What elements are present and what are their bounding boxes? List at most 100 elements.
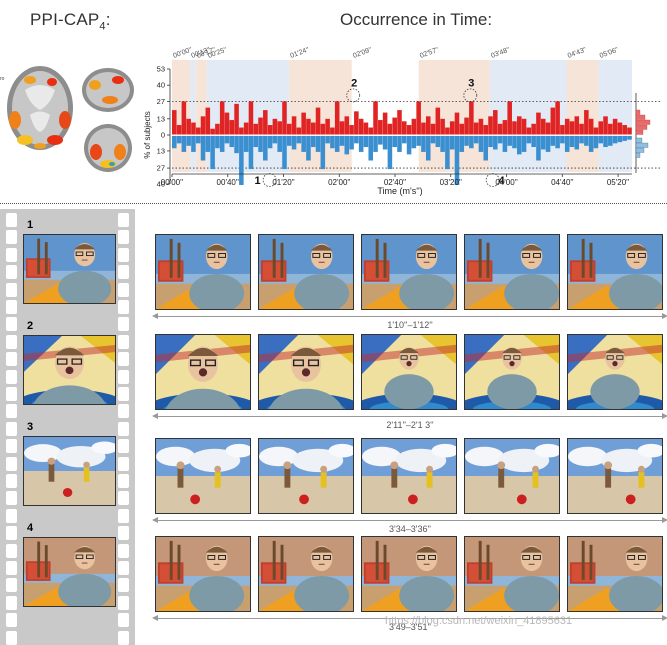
top-time-label: 03'48'' — [490, 47, 511, 60]
negative-bar — [502, 136, 508, 152]
key-frame-thumbnail — [23, 436, 116, 506]
positive-bar — [555, 101, 560, 135]
negative-bar — [301, 136, 306, 152]
watermark: https://blog.csdn.net/weixin_41895631 — [385, 615, 573, 627]
y-tick-label: 53 — [157, 65, 165, 74]
negative-bar — [277, 136, 282, 152]
negative-bar — [205, 136, 211, 152]
positive-bar — [358, 118, 364, 135]
x-tick-label: 03'20'' — [440, 178, 463, 187]
negative-bar — [330, 136, 335, 149]
video-frame-thumbnail — [361, 334, 457, 410]
positive-bar — [564, 118, 570, 135]
threshold-lines — [172, 100, 660, 169]
positive-bar — [172, 110, 177, 135]
negative-bar — [253, 136, 259, 148]
event-marker-label: 2 — [351, 77, 357, 89]
negative-bar — [243, 136, 249, 152]
video-frame-thumbnail — [567, 234, 663, 310]
negative-bar — [406, 136, 412, 155]
video-frame-thumbnail — [464, 536, 560, 612]
film-hole — [6, 404, 17, 419]
positive-bar — [291, 116, 297, 135]
histogram-bar — [635, 109, 641, 115]
positive-bar — [612, 118, 618, 135]
negative-bar — [507, 136, 512, 146]
film-hole — [118, 282, 129, 297]
positive-bar — [579, 123, 584, 135]
film-hole — [118, 352, 129, 367]
film-hole — [6, 317, 17, 332]
film-hole — [118, 404, 129, 419]
brain-small-label: ro — [0, 76, 5, 82]
positive-bar — [229, 120, 235, 135]
positive-bar — [430, 123, 436, 135]
film-hole — [6, 613, 17, 628]
histogram-bar — [635, 124, 648, 130]
negative-bar — [483, 136, 489, 161]
negative-bar — [564, 136, 570, 152]
film-hole — [118, 474, 129, 488]
time-segment — [190, 60, 196, 172]
film-hole — [6, 526, 17, 541]
x-axis-label: Time (m's'') — [377, 186, 422, 196]
negative-bar — [363, 136, 369, 148]
film-hole — [118, 613, 129, 628]
positive-bar — [531, 123, 536, 135]
time-segment — [289, 60, 352, 172]
film-hole — [118, 265, 129, 280]
x-axis: 00'00'' 00'40'' 01'20'' 02'00'' 02'40'' 03'20… — [161, 173, 632, 187]
negative-bar — [339, 136, 345, 146]
event-marker-circle — [485, 173, 500, 187]
positive-bar — [416, 101, 421, 135]
film-hole — [6, 439, 17, 454]
negative-bar — [593, 136, 599, 149]
key-frame-thumbnail — [23, 537, 116, 607]
video-frame-thumbnail — [361, 438, 457, 514]
positive-bar — [181, 101, 187, 135]
positive-bar — [330, 127, 335, 135]
negative-bar — [229, 136, 235, 148]
positive-bar — [517, 116, 522, 135]
time-range-label: 3'34–3'36'' — [389, 524, 431, 534]
positive-bar — [469, 101, 474, 135]
negative-bar — [387, 136, 393, 170]
negative-bar — [239, 136, 244, 185]
film-hole — [118, 508, 129, 523]
figure-title-left: PPI-CAP4: — [30, 10, 111, 33]
positive-bar — [239, 127, 244, 135]
arrow-right-icon — [662, 615, 667, 621]
film-hole — [118, 491, 129, 506]
positive-bar — [512, 121, 517, 135]
positive-bar — [210, 128, 215, 135]
positive-bar — [253, 123, 259, 135]
time-range-label: 2'11''–2'1 3'' — [386, 420, 434, 430]
film-hole — [6, 352, 17, 367]
negative-bar — [512, 136, 517, 149]
positive-bar — [200, 116, 206, 135]
negative-bar — [521, 136, 527, 152]
negative-bar — [258, 136, 263, 152]
negative-bar — [603, 136, 608, 148]
positive-bar — [603, 116, 608, 135]
x-tick-label: 04'00'' — [495, 178, 518, 187]
y-tick-label: 13 — [157, 114, 165, 123]
positive-bar — [234, 103, 239, 135]
positive-bar — [296, 127, 302, 135]
film-hole — [118, 230, 129, 245]
negative-bar — [435, 136, 441, 148]
time-segment — [206, 60, 290, 172]
positive-bar — [435, 107, 441, 135]
negative-bar — [210, 136, 215, 170]
negative-bar — [382, 136, 388, 150]
film-hole — [118, 317, 129, 332]
event-marker-circle — [262, 173, 277, 187]
film-hole — [118, 578, 129, 593]
film-hole — [118, 213, 129, 227]
film-hole — [118, 526, 129, 541]
film-hole — [6, 247, 17, 262]
negative-bar — [411, 136, 417, 149]
negative-bar — [191, 136, 196, 152]
time-range-label: 1'10''–1'12'' — [387, 320, 433, 330]
negative-bar — [555, 136, 560, 149]
